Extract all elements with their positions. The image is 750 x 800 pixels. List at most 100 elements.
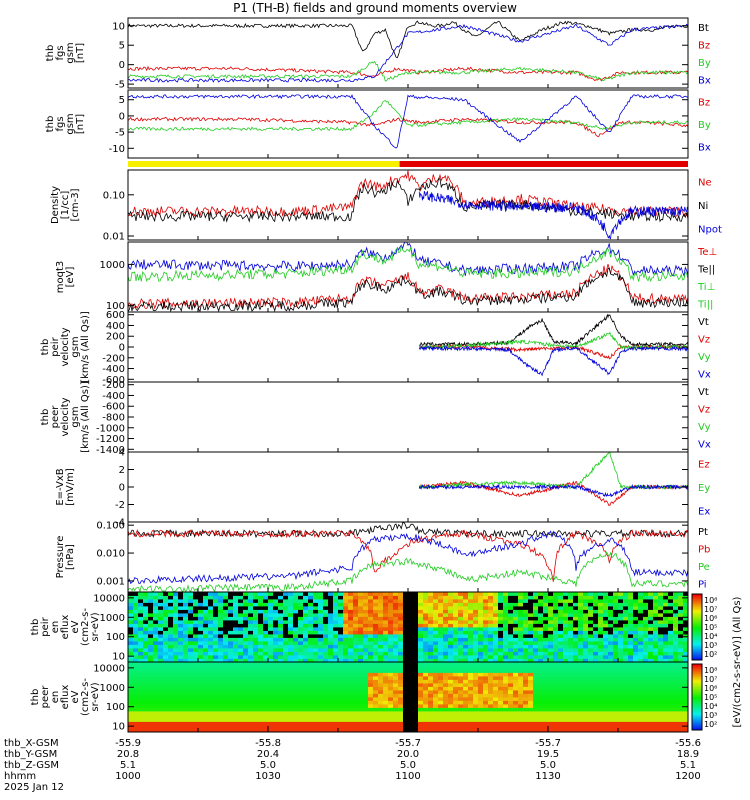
heatmap-cell: [478, 721, 484, 726]
heatmap-cell: [433, 662, 439, 666]
heatmap-cell: [503, 620, 509, 624]
heatmap-cell: [593, 725, 599, 729]
legend-Bx: Bx: [698, 75, 711, 86]
heatmap-cell: [683, 676, 689, 680]
heatmap-cell: [423, 613, 429, 617]
heatmap-cell: [383, 595, 389, 600]
heatmap-cell: [553, 602, 559, 607]
heatmap-cell: [293, 627, 299, 631]
heatmap-cell: [298, 602, 304, 607]
heatmap-cell: [468, 634, 474, 638]
heatmap-cell: [643, 697, 649, 701]
heatmap-cell: [683, 662, 689, 666]
heatmap-cell: [543, 697, 549, 701]
heatmap-cell: [508, 707, 514, 712]
heatmap-cell: [353, 616, 359, 621]
heatmap-cell: [483, 662, 489, 666]
heatmap-cell: [513, 648, 519, 652]
heatmap-cell: [593, 641, 599, 645]
heatmap-cell: [638, 714, 644, 719]
heatmap-cell: [293, 634, 299, 638]
heatmap-cell: [248, 655, 254, 659]
heatmap-cell: [463, 623, 469, 628]
heatmap-cell: [458, 651, 464, 656]
heatmap-cell: [203, 651, 209, 656]
heatmap-cell: [323, 690, 329, 694]
heatmap-cell: [413, 665, 419, 670]
heatmap-cell: [463, 711, 469, 715]
heatmap-cell: [388, 609, 394, 614]
heatmap-cell: [563, 613, 569, 617]
heatmap-cell: [603, 679, 609, 684]
heatmap-cell: [643, 655, 649, 659]
heatmap-cell: [198, 693, 204, 698]
heatmap-cell: [373, 599, 379, 603]
heatmap-cell: [178, 725, 184, 729]
heatmap-cell: [603, 676, 609, 680]
heatmap-cell: [268, 679, 274, 684]
heatmap-cell: [418, 630, 424, 635]
heatmap-cell: [163, 672, 169, 677]
heatmap-cell: [303, 697, 309, 701]
heatmap-cell: [358, 595, 364, 600]
heatmap-cell: [153, 679, 159, 684]
heatmap-cell: [598, 690, 604, 694]
heatmap-cell: [433, 609, 439, 614]
heatmap-cell: [293, 707, 299, 712]
y-tick-label: -200: [102, 380, 125, 391]
heatmap-cell: [368, 595, 374, 600]
heatmap-cell: [328, 599, 334, 603]
heatmap-cell: [178, 700, 184, 705]
heatmap-cell: [548, 721, 554, 726]
heatmap-cell: [623, 728, 629, 733]
heatmap-cell: [228, 609, 234, 614]
heatmap-cell: [553, 623, 559, 628]
heatmap-cell: [348, 714, 354, 719]
heatmap-cell: [158, 655, 164, 659]
heatmap-cell: [228, 714, 234, 719]
heatmap-cell: [498, 613, 504, 617]
heatmap-cell: [263, 679, 269, 684]
heatmap-cell: [583, 648, 589, 652]
colorbar-cell: [692, 627, 702, 630]
heatmap-cell: [193, 662, 199, 666]
heatmap-cell: [243, 655, 249, 659]
heatmap-cell: [193, 599, 199, 603]
heatmap-cell: [333, 630, 339, 635]
heatmap-cell: [583, 690, 589, 694]
heatmap-cell: [358, 651, 364, 656]
heatmap-cell: [638, 648, 644, 652]
heatmap-cell: [443, 651, 449, 656]
heatmap-cell: [663, 697, 669, 701]
heatmap-cell: [218, 616, 224, 621]
heatmap-cell: [443, 718, 449, 722]
heatmap-cell: [598, 592, 604, 596]
heatmap-cell: [318, 651, 324, 656]
heatmap-cell: [173, 662, 179, 666]
heatmap-cell: [178, 707, 184, 712]
heatmap-cell: [428, 658, 434, 663]
heatmap-cell: [158, 728, 164, 733]
heatmap-cell: [503, 592, 509, 596]
heatmap-cell: [618, 595, 624, 600]
heatmap-cell: [298, 718, 304, 722]
heatmap-cell: [458, 700, 464, 705]
heatmap-cell: [413, 686, 419, 691]
heatmap-cell: [678, 693, 684, 698]
heatmap-cell: [198, 704, 204, 708]
heatmap-cell: [268, 728, 274, 733]
heatmap-cell: [583, 599, 589, 603]
heatmap-cell: [373, 616, 379, 621]
heatmap-cell: [528, 595, 534, 600]
heatmap-cell: [678, 707, 684, 712]
heatmap-cell: [508, 662, 514, 666]
heatmap-cell: [148, 686, 154, 691]
heatmap-cell: [358, 704, 364, 708]
heatmap-cell: [323, 676, 329, 680]
heatmap-cell: [408, 599, 414, 603]
heatmap-cell: [548, 641, 554, 645]
heatmap-cell: [373, 704, 379, 708]
heatmap-cell: [603, 648, 609, 652]
heatmap-cell: [623, 711, 629, 715]
heatmap-cell: [643, 637, 649, 642]
